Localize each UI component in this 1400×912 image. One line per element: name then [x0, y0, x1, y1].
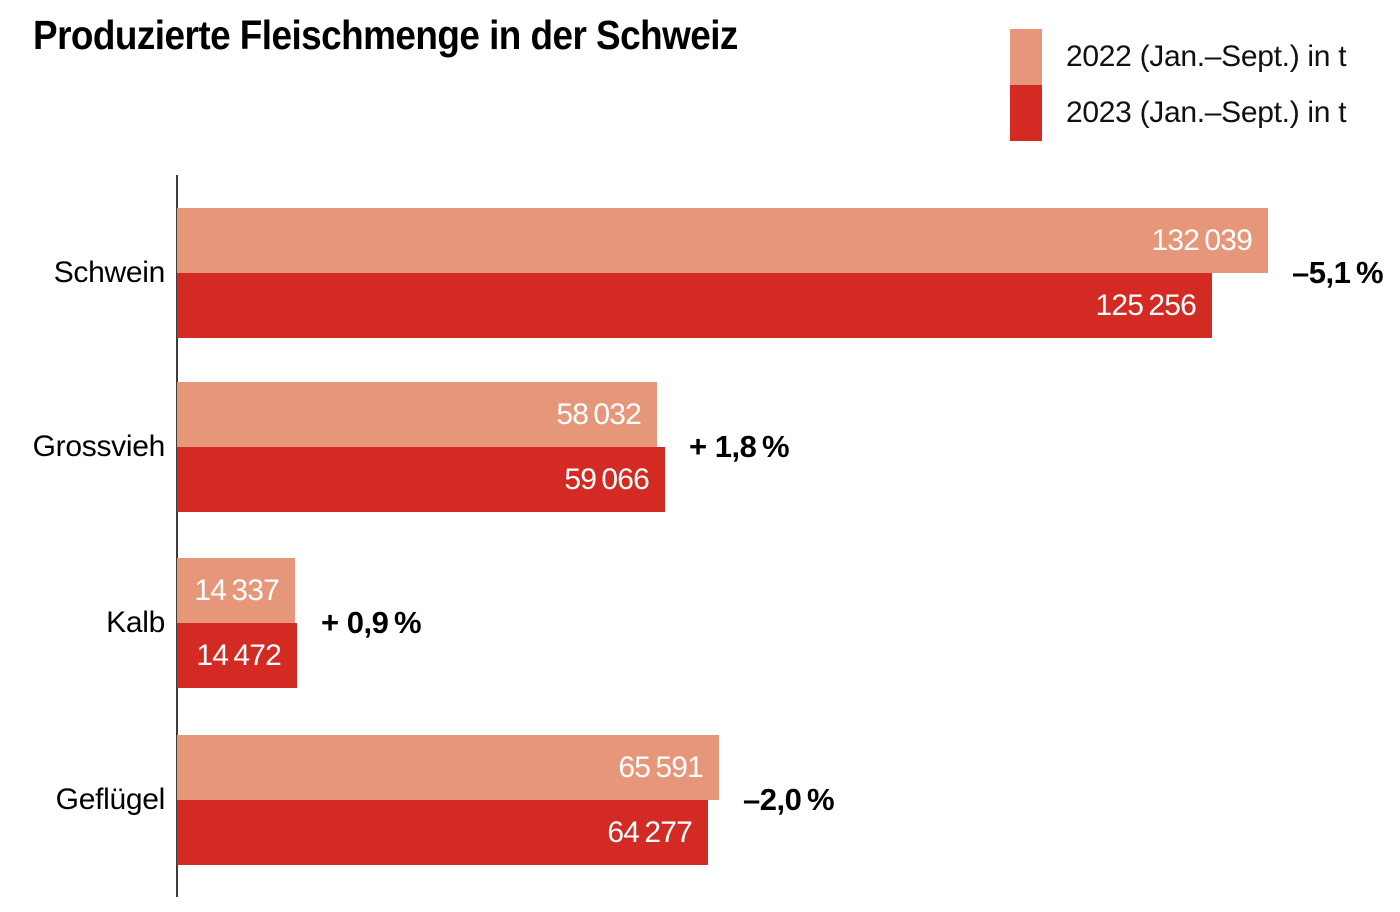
change-label-grossvieh: + 1,8 % — [689, 429, 790, 464]
legend-item-2022: 2022 (Jan.–Sept.) in t — [1010, 29, 1347, 85]
legend-label-2022: 2022 (Jan.–Sept.) in t — [1066, 40, 1347, 73]
chart-title: Produzierte Fleischmenge in der Schweiz — [33, 12, 738, 58]
bar-2022-geflugel: 65 591 — [177, 735, 719, 800]
legend-swatch-2022 — [1010, 29, 1042, 85]
bar-2023-grossvieh: 59 066 — [177, 447, 665, 512]
legend-label-2023: 2023 (Jan.–Sept.) in t — [1066, 96, 1347, 129]
bar-2023-schwein: 125 256 — [177, 273, 1212, 338]
category-label-geflugel: Geflügel — [55, 783, 166, 816]
category-label-schwein: Schwein — [53, 256, 166, 289]
bar-2022-kalb: 14 337 — [177, 558, 295, 623]
legend-swatch-2023 — [1010, 85, 1042, 141]
bar-2023-geflugel: 64 277 — [177, 800, 708, 865]
change-label-kalb: + 0,9 % — [321, 605, 422, 640]
legend: 2022 (Jan.–Sept.) in t 2023 (Jan.–Sept.)… — [1010, 29, 1347, 141]
value-label-2023-schwein: 125 256 — [1095, 289, 1196, 322]
bar-2022-grossvieh: 58 032 — [177, 382, 657, 447]
legend-item-2023: 2023 (Jan.–Sept.) in t — [1010, 85, 1347, 141]
value-label-2023-kalb: 14 472 — [196, 639, 281, 672]
value-label-2022-geflugel: 65 591 — [618, 751, 703, 784]
value-label-2022-grossvieh: 58 032 — [556, 398, 641, 431]
category-label-kalb: Kalb — [106, 606, 165, 639]
change-label-schwein: –5,1 % — [1292, 255, 1384, 290]
value-label-2022-schwein: 132 039 — [1151, 224, 1252, 257]
value-label-2023-grossvieh: 59 066 — [564, 463, 649, 496]
change-label-geflugel: –2,0 % — [743, 782, 835, 817]
value-label-2022-kalb: 14 337 — [194, 574, 279, 607]
bar-2023-kalb: 14 472 — [177, 623, 297, 688]
category-label-grossvieh: Grossvieh — [32, 430, 166, 463]
bar-2022-schwein: 132 039 — [177, 208, 1268, 273]
value-label-2023-geflugel: 64 277 — [607, 816, 692, 849]
y-axis-line — [176, 175, 178, 897]
